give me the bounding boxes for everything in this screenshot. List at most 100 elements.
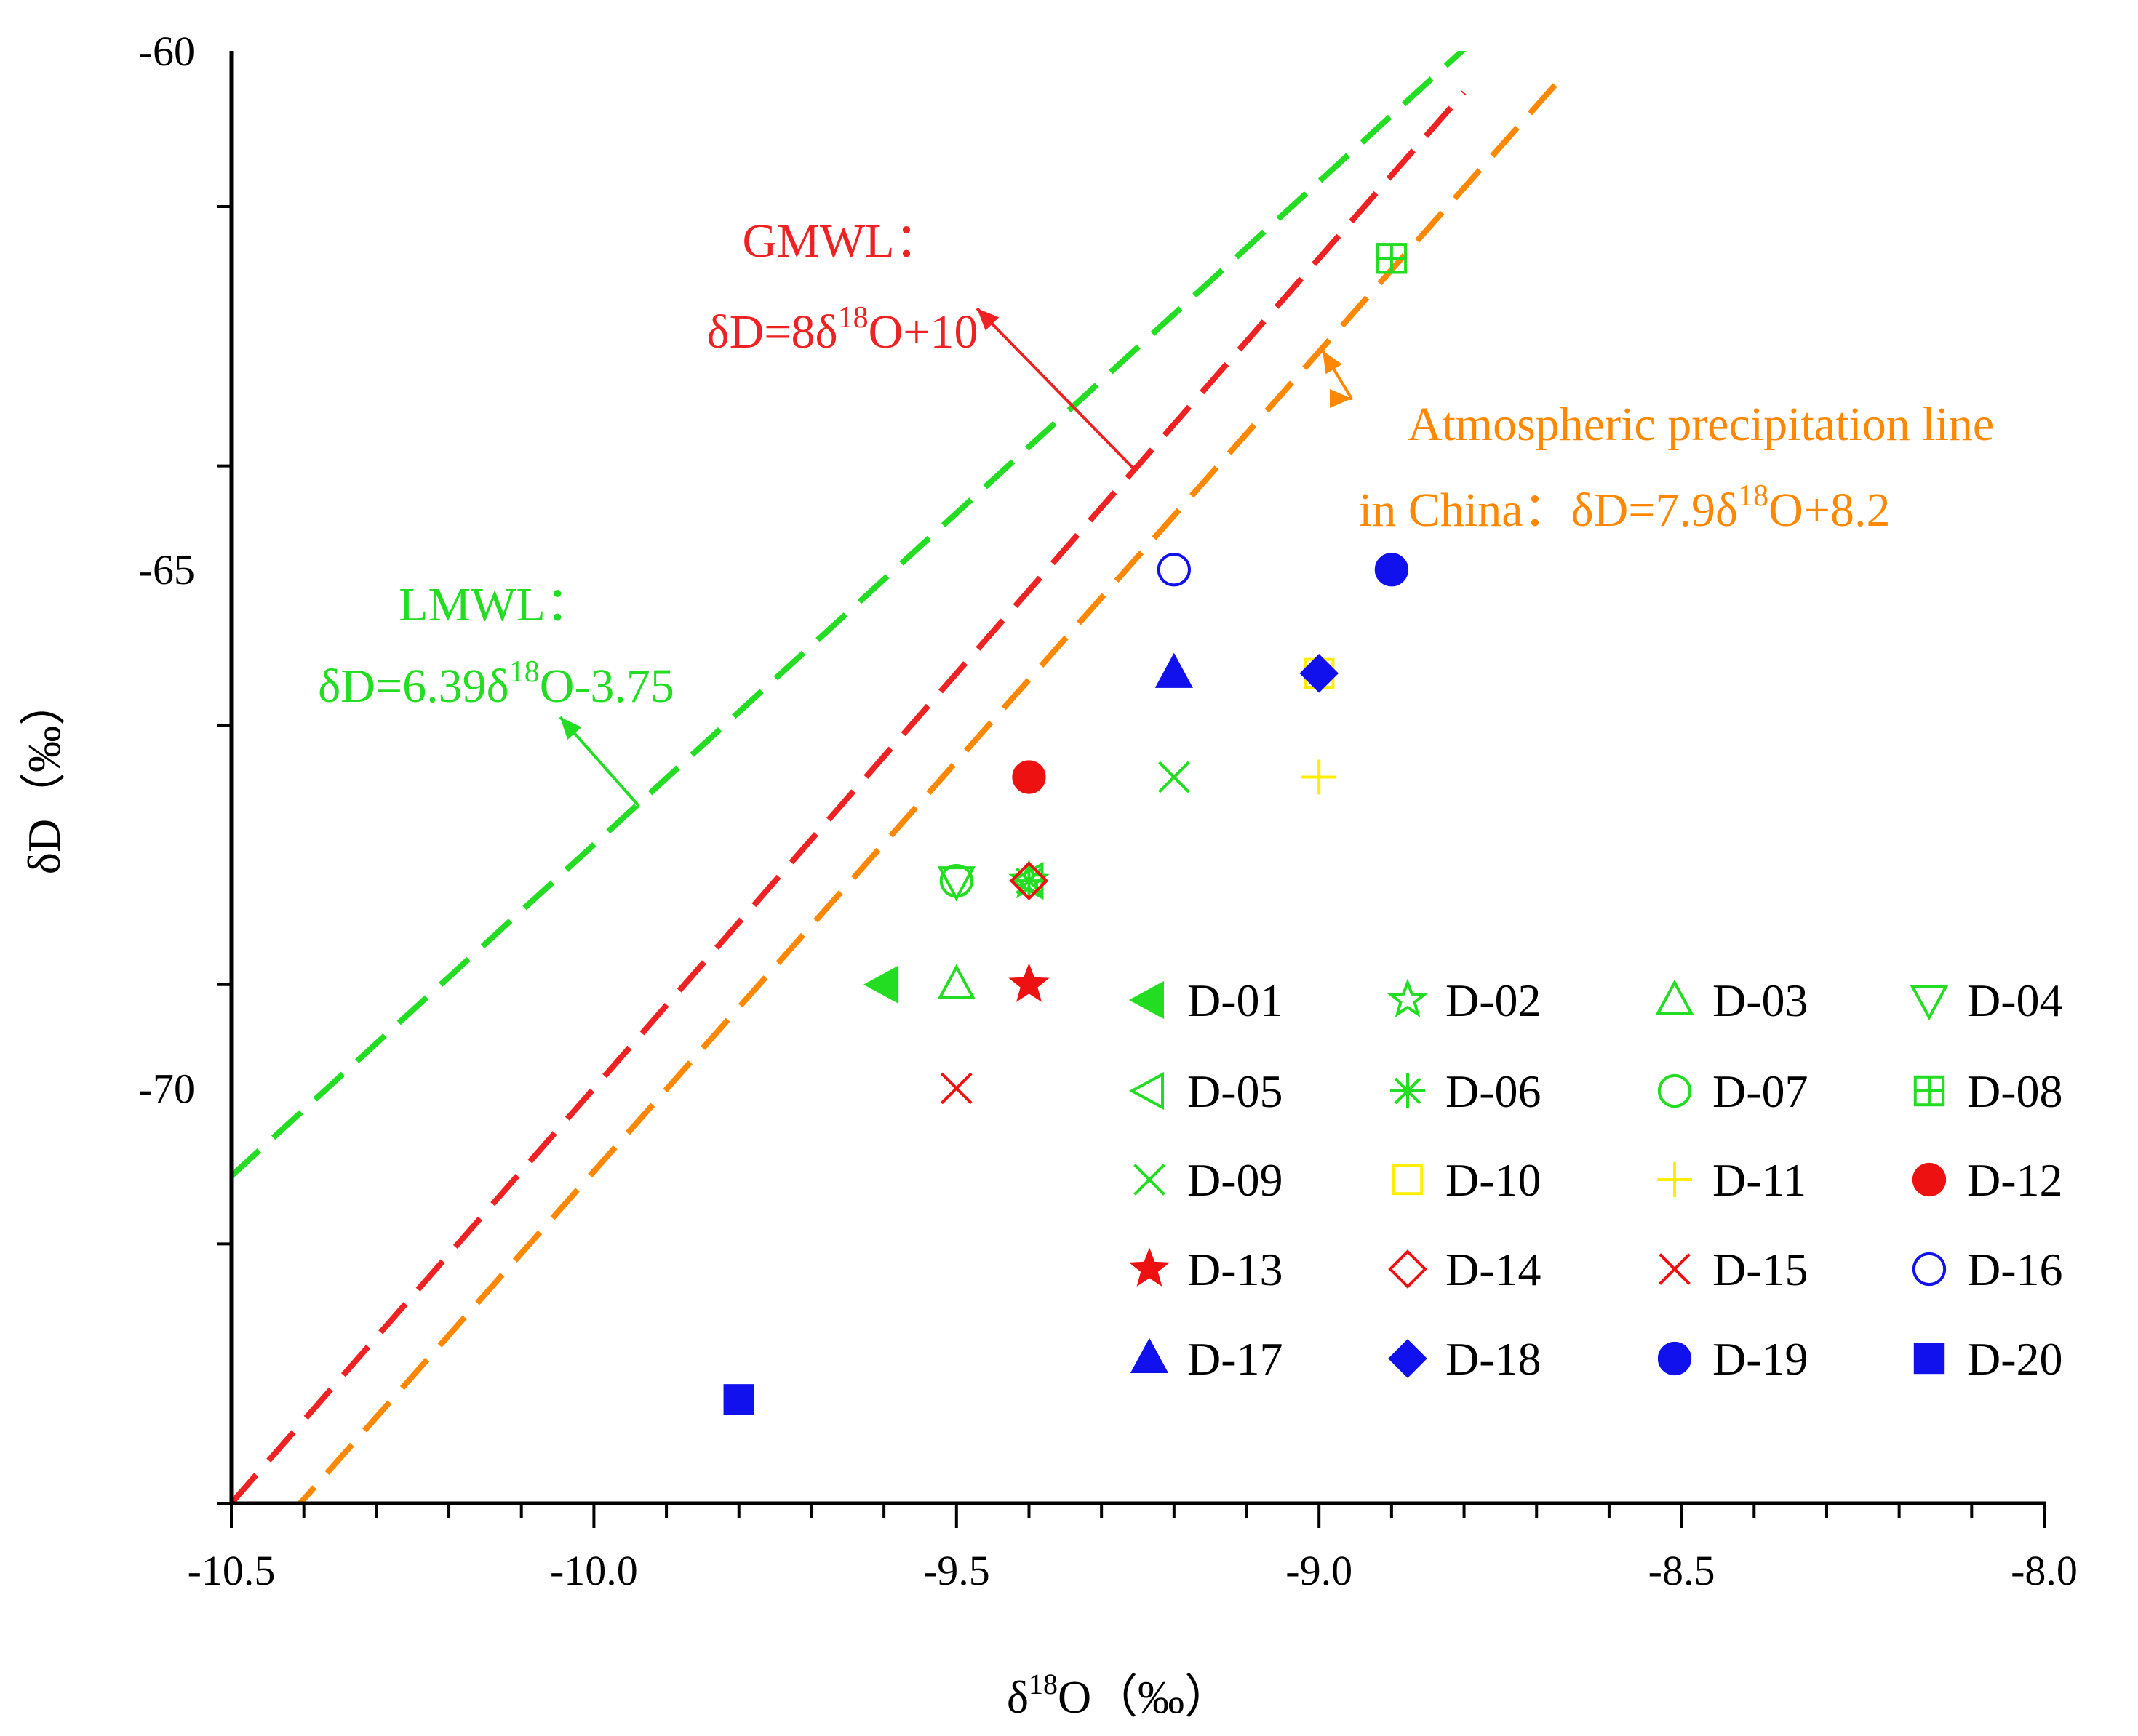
lmwl-arrow-head xyxy=(560,717,582,740)
point-d-11 xyxy=(1301,759,1337,795)
point-d-08 xyxy=(1376,243,1408,274)
legend-marker-d-11 xyxy=(1657,1162,1692,1197)
legend-marker-d-01-shape xyxy=(1128,980,1164,1020)
legend-label-d-20: D-20 xyxy=(1967,1333,2063,1385)
china-arrow-tail xyxy=(1330,389,1352,408)
point-d-04 xyxy=(937,866,976,902)
legend-marker-d-02 xyxy=(1387,978,1429,1018)
legend-label-d-16: D-16 xyxy=(1967,1244,2063,1295)
legend-marker-d-18 xyxy=(1388,1339,1427,1378)
point-d-12 xyxy=(1012,760,1046,794)
legend-marker-d-03-shape xyxy=(1655,979,1694,1015)
lmwl-arrow-tail xyxy=(608,804,640,831)
legend-label-d-03: D-03 xyxy=(1712,975,1808,1026)
legend-marker-d-09-stroke-2 xyxy=(1133,1164,1165,1196)
point-d-01-shape xyxy=(863,965,899,1004)
x-tick-label: -10.0 xyxy=(550,1547,638,1594)
legend-label-d-12: D-12 xyxy=(1967,1154,2063,1206)
legend-marker-d-04-shape xyxy=(1910,985,1949,1021)
point-d-17 xyxy=(1154,652,1194,688)
legend-marker-d-17-shape xyxy=(1130,1337,1169,1373)
point-d-03 xyxy=(937,964,976,999)
legend-marker-d-13 xyxy=(1128,1247,1170,1287)
legend-marker-d-01 xyxy=(1128,980,1164,1020)
x-tick-label: -9.5 xyxy=(923,1547,990,1594)
point-d-09 xyxy=(1158,761,1190,793)
point-d-20 xyxy=(723,1384,754,1415)
x-tick-label: -8.5 xyxy=(1648,1547,1715,1594)
legend-marker-d-07-shape xyxy=(1657,1073,1692,1108)
point-d-14-shape xyxy=(1009,861,1049,900)
point-d-15 xyxy=(940,1072,973,1105)
legend-label-d-04: D-04 xyxy=(1967,975,2063,1026)
annotation-lmwl-line-1: LMWL： xyxy=(399,578,594,631)
point-d-09-stroke-2 xyxy=(1158,761,1190,793)
legend-marker-d-19-shape xyxy=(1657,1341,1692,1376)
legend-label-d-09: D-09 xyxy=(1187,1154,1283,1206)
legend-marker-d-02-shape xyxy=(1387,978,1429,1018)
lmwl-arrow xyxy=(559,716,640,807)
legend-marker-d-16 xyxy=(1912,1252,1947,1287)
point-d-19 xyxy=(1374,553,1409,587)
point-d-07-shape xyxy=(939,864,973,898)
legend-marker-d-08 xyxy=(1913,1075,1945,1107)
point-d-18 xyxy=(1299,654,1339,693)
legend-marker-d-14-shape xyxy=(1388,1249,1427,1289)
legend-label-d-11: D-11 xyxy=(1712,1154,1806,1206)
point-d-19-shape xyxy=(1374,553,1409,587)
y-tick-label: -65 xyxy=(139,546,195,593)
annotation-gmwl-line-1: GMWL： xyxy=(743,215,943,268)
legend-marker-d-13-shape xyxy=(1128,1247,1170,1287)
legend-marker-d-05-shape xyxy=(1128,1071,1164,1111)
legend-marker-d-14 xyxy=(1388,1249,1427,1289)
legend-marker-d-03 xyxy=(1655,979,1694,1015)
legend-marker-d-04 xyxy=(1910,985,1949,1021)
annotation-gmwl-line-2: δD=8δ18O+10 xyxy=(707,301,978,359)
y-axis-title: δD（‰） xyxy=(18,679,70,874)
point-d-01 xyxy=(863,965,899,1004)
legend-label-d-17: D-17 xyxy=(1187,1333,1283,1385)
point-d-17-shape xyxy=(1154,652,1194,688)
legend-label-d-15: D-15 xyxy=(1712,1244,1808,1295)
line-atmospheric-precipitation-line-in-china xyxy=(296,71,1568,1503)
legend-marker-d-19 xyxy=(1657,1341,1692,1376)
legend-label-d-07: D-07 xyxy=(1712,1065,1808,1117)
legend-label-d-13: D-13 xyxy=(1187,1244,1283,1295)
legend-marker-d-10-shape xyxy=(1392,1164,1424,1196)
annotation-china-line-2: in China：δD=7.9δ18O+8.2 xyxy=(1359,479,1890,537)
legend-marker-d-09 xyxy=(1133,1164,1165,1196)
x-tick-label: -8.0 xyxy=(2011,1547,2078,1594)
point-d-14 xyxy=(1009,861,1049,900)
point-d-18-shape xyxy=(1299,654,1339,693)
point-d-15-stroke-2 xyxy=(940,1072,973,1105)
legend-marker-d-17 xyxy=(1130,1337,1169,1373)
legend-marker-d-15 xyxy=(1659,1253,1691,1285)
legend-label-d-08: D-08 xyxy=(1967,1065,2063,1117)
gmwl-arrow-shaft xyxy=(976,307,1136,471)
legend-marker-d-10 xyxy=(1392,1164,1424,1196)
legend-label-d-19: D-19 xyxy=(1712,1333,1808,1385)
legend-label-d-06: D-06 xyxy=(1445,1065,1541,1117)
point-d-20-shape xyxy=(723,1384,754,1415)
point-d-12-shape xyxy=(1012,760,1046,794)
legend-label-d-18: D-18 xyxy=(1445,1333,1541,1385)
legend-marker-d-07 xyxy=(1657,1073,1692,1108)
point-d-13 xyxy=(1008,963,1050,1002)
gmwl-arrow xyxy=(976,307,1136,471)
china-arrow xyxy=(1321,349,1353,400)
point-d-16-shape xyxy=(1157,553,1191,587)
point-d-07 xyxy=(939,864,973,898)
legend-marker-d-15-stroke-2 xyxy=(1659,1253,1691,1285)
x-tick-label: -9.0 xyxy=(1285,1547,1352,1594)
point-d-16 xyxy=(1157,553,1191,587)
y-tick-label: -70 xyxy=(139,1065,195,1112)
gmwl-arrow-head xyxy=(977,308,1000,331)
annotation-china-line-1: Atmospheric precipitation line xyxy=(1408,398,1994,451)
legend-marker-d-05 xyxy=(1128,1071,1164,1111)
legend-label-d-10: D-10 xyxy=(1445,1154,1541,1206)
legend-marker-d-12 xyxy=(1912,1162,1947,1197)
point-d-03-shape xyxy=(937,964,976,999)
annotation-lmwl-line-2: δD=6.39δ18O-3.75 xyxy=(318,655,674,713)
legend-marker-d-20 xyxy=(1913,1343,1945,1375)
